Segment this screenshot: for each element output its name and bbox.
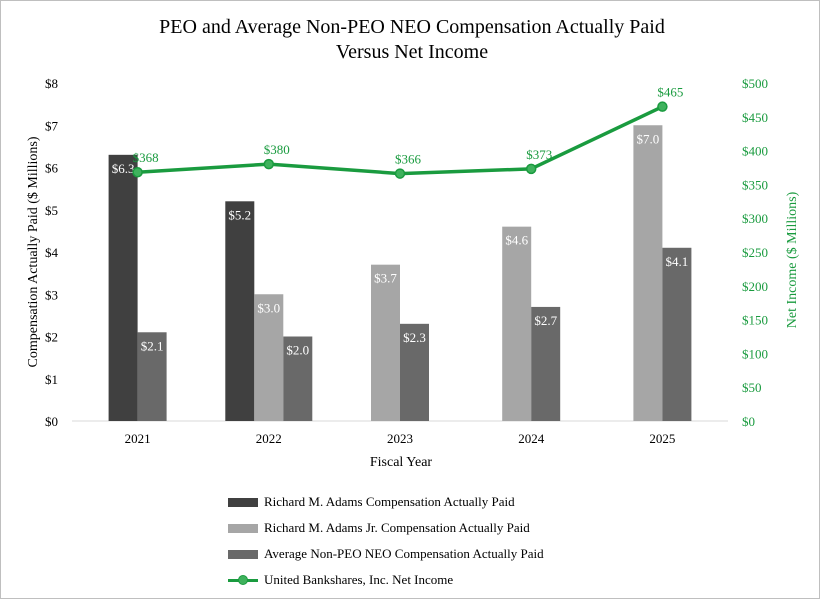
y-tick-label: $4	[45, 245, 59, 260]
bar-series-2-2024	[531, 306, 561, 421]
legend-label-richard-adams-jr: Richard M. Adams Jr. Compensation Actual…	[264, 520, 530, 535]
y2-tick-label: $250	[742, 245, 768, 260]
y2-tick-label: $450	[742, 110, 768, 125]
bar-series-2-2023	[400, 323, 429, 421]
y-tick-label: $1	[45, 372, 58, 387]
net-income-point	[263, 158, 275, 170]
y2-tick-label: $200	[742, 279, 768, 294]
legend-label-net-income: United Bankshares, Inc. Net Income	[264, 572, 454, 587]
net-income-data-label: $380	[264, 142, 290, 157]
y2-tick-label: $0	[742, 414, 755, 429]
y2-tick-label: $400	[742, 144, 768, 159]
bar-data-label: $6.3	[112, 161, 135, 176]
legend-swatch-net-income	[228, 574, 258, 586]
bar-data-label: $5.2	[228, 207, 251, 222]
net-income-data-label: $366	[395, 152, 422, 167]
bar-data-label: $4.1	[666, 254, 689, 269]
y-tick-label: $5	[45, 203, 58, 218]
y2-axis-label: Net Income ($ Millions)	[785, 191, 800, 328]
net-income-data-label: $373	[526, 147, 552, 162]
bar-data-label: $2.1	[141, 338, 164, 353]
x-tick-label: 2024	[518, 431, 545, 446]
bar-data-label: $4.6	[505, 233, 528, 248]
x-tick-label: 2023	[387, 431, 413, 446]
net-income-point	[657, 101, 668, 112]
legend-item-richard-adams-jr: Richard M. Adams Jr. Compensation Actual…	[228, 515, 648, 541]
bar-series-0-2022	[225, 201, 255, 421]
y-tick-label: $2	[45, 330, 58, 345]
net-income-point	[394, 168, 406, 179]
y2-tick-label: $50	[742, 380, 762, 395]
x-tick-label: 2022	[256, 431, 282, 446]
legend-item-net-income: United Bankshares, Inc. Net Income	[228, 567, 648, 593]
bar-data-label: $7.0	[637, 131, 660, 146]
legend-swatch-non-peo-neo	[228, 549, 258, 559]
x-axis-label: Fiscal Year	[370, 455, 433, 470]
legend-label-richard-adams: Richard M. Adams Compensation Actually P…	[264, 494, 515, 509]
bar-series-1-2024	[502, 226, 532, 421]
y-tick-label: $0	[45, 414, 58, 429]
legend-item-non-peo-neo: Average Non-PEO NEO Compensation Actuall…	[228, 541, 648, 567]
bar-series-1-2025	[633, 125, 663, 421]
legend: Richard M. Adams Compensation Actually P…	[228, 489, 648, 593]
chart-title-line-2: Versus Net Income	[336, 41, 488, 63]
y2-tick-label: $350	[742, 177, 768, 192]
bar-series-2-2021	[137, 332, 167, 421]
legend-swatch-richard-adams	[228, 497, 258, 507]
y2-tick-label: $150	[742, 313, 768, 328]
bar-data-label: $3.7	[374, 271, 397, 286]
bar-series-2-2025	[662, 247, 692, 421]
net-income-data-label: $465	[657, 85, 683, 100]
x-tick-label: 2025	[649, 431, 675, 446]
legend-swatch-richard-adams-jr	[228, 523, 258, 533]
y-tick-label: $3	[45, 287, 58, 302]
legend-item-richard-adams: Richard M. Adams Compensation Actually P…	[228, 489, 648, 515]
net-income-point	[525, 163, 537, 175]
y-tick-label: $6	[45, 161, 59, 176]
chart-title-line-1: PEO and Average Non-PEO NEO Compensation…	[159, 16, 665, 38]
y2-tick-label: $500	[742, 76, 768, 91]
y-tick-label: $7	[45, 118, 59, 133]
net-income-point	[132, 166, 143, 178]
bar-data-label: $2.3	[403, 330, 426, 345]
y2-tick-label: $100	[742, 346, 768, 361]
y-axis-label: Compensation Actually Paid ($ Millions)	[26, 136, 41, 367]
bar-series-2-2022	[283, 336, 313, 421]
bar-data-label: $2.0	[286, 343, 309, 358]
x-tick-label: 2021	[125, 431, 151, 446]
y2-tick-label: $300	[742, 211, 768, 226]
bar-series-0-2021	[108, 154, 138, 421]
bar-series-1-2022	[254, 294, 284, 421]
bar-series-1-2023	[371, 264, 400, 421]
net-income-data-label: $368	[133, 150, 159, 165]
bar-data-label: $2.7	[534, 313, 557, 328]
legend-label-non-peo-neo: Average Non-PEO NEO Compensation Actuall…	[264, 546, 544, 561]
bar-data-label: $3.0	[257, 300, 280, 315]
y-tick-label: $8	[45, 76, 58, 91]
